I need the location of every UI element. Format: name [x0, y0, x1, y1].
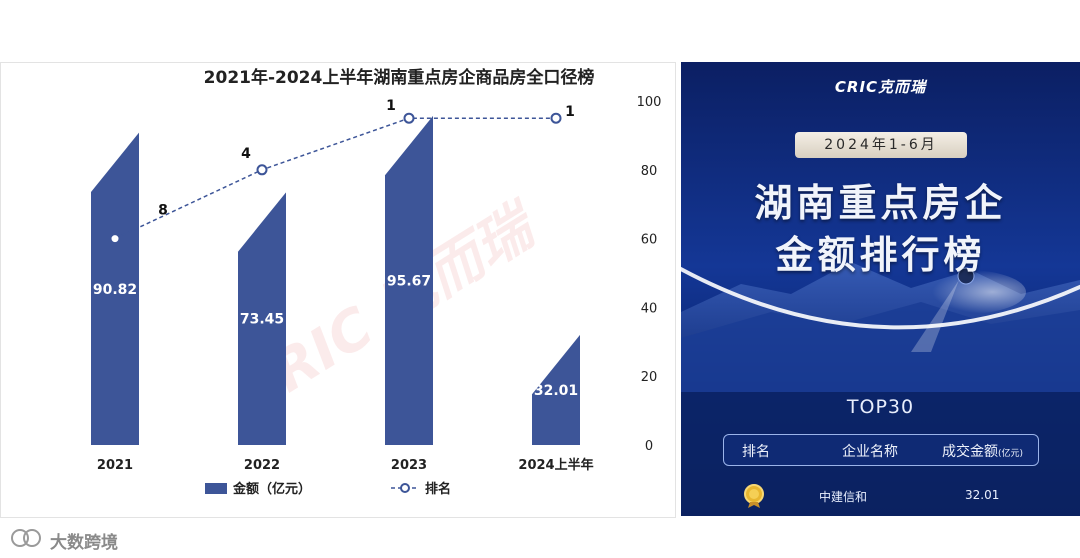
bar-value-label: 90.82 — [93, 282, 137, 298]
rank-line — [114, 117, 556, 240]
y-tick-label: 80 — [641, 164, 658, 179]
x-tick-label: 2024上半年 — [518, 457, 593, 473]
bar-value-label: 73.45 — [240, 312, 284, 328]
gold-medal-icon — [744, 484, 764, 508]
rank-point — [256, 164, 268, 176]
legend-bar-label: 金额（亿元） — [232, 481, 311, 497]
date-badge: 2024年1-6月 — [795, 132, 967, 158]
legend-line-marker — [400, 483, 410, 493]
table-header: 排名 企业名称 成交金额(亿元) — [723, 434, 1039, 466]
col-name-header: 企业名称 — [842, 444, 898, 460]
table-row: 中建信和 32.01 — [723, 482, 1039, 510]
x-tick-label: 2023 — [391, 458, 427, 473]
rank-point — [403, 112, 415, 124]
x-tick-label: 2021 — [97, 458, 133, 473]
dashuju-logo-icon — [11, 529, 41, 547]
x-tick-label: 2022 — [244, 458, 280, 473]
rank-value-label: 4 — [241, 146, 251, 162]
y-tick-label: 0 — [645, 439, 653, 454]
legend-line-label: 排名 — [425, 481, 451, 497]
rank-value-label: 1 — [386, 98, 396, 114]
top30-label: TOP30 — [846, 396, 915, 418]
rank-point — [111, 235, 119, 243]
y-tick-label: 60 — [641, 233, 658, 248]
y-tick-label: 100 — [637, 95, 662, 110]
row-company-name: 中建信和 — [819, 490, 868, 504]
col-amount-unit: (亿元) — [998, 449, 1024, 459]
y-tick-label: 40 — [641, 301, 658, 316]
headline-line1: 湖南重点房企 — [754, 181, 1007, 225]
footer-logo-text: 大数跨境 — [50, 533, 118, 553]
rank-point — [550, 112, 562, 124]
bar-2023 — [385, 115, 433, 445]
footer-logo: 大数跨境 — [10, 526, 118, 553]
chart-panel: 2021年-2024上半年湖南重点房企商品房全口径榜 CRIC 克而瑞 90.8… — [0, 62, 676, 518]
row-amount: 32.01 — [965, 488, 1000, 502]
legend: 金额（亿元） 排名 — [205, 481, 451, 497]
bar-2021 — [91, 132, 139, 445]
y-tick-label: 20 — [641, 370, 658, 385]
bar-value-label: 32.01 — [534, 383, 578, 399]
cric-logo: CRIC克而瑞 — [834, 78, 927, 96]
ranking-poster: CRIC克而瑞 2024年1-6月 湖南重点房企 金额排行榜 TOP30 排名 … — [681, 62, 1080, 516]
col-amount-label: 成交金额 — [942, 444, 998, 460]
legend-bar-swatch — [205, 483, 227, 494]
col-amount-header: 成交金额(亿元) — [942, 441, 1023, 461]
rank-value-label: 8 — [158, 203, 168, 219]
chart-svg: 2021年-2024上半年湖南重点房企商品房全口径榜 CRIC 克而瑞 90.8… — [91, 67, 662, 497]
headline-line2: 金额排行榜 — [775, 233, 986, 277]
col-rank-header: 排名 — [742, 444, 770, 460]
chart-title: 2021年-2024上半年湖南重点房企商品房全口径榜 — [204, 67, 595, 88]
rank-value-label: 1 — [565, 104, 575, 120]
bar-2022 — [238, 192, 286, 445]
bar-value-label: 95.67 — [387, 273, 431, 289]
bar-2024上半年 — [532, 334, 580, 445]
